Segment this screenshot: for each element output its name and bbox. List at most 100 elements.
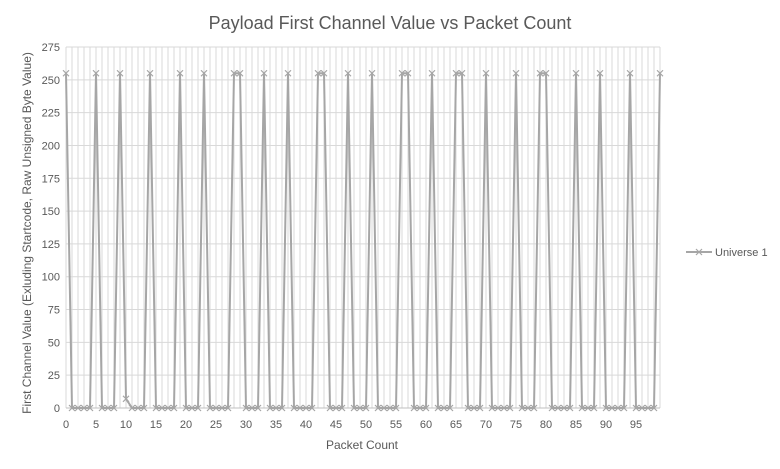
data-point-marker xyxy=(284,69,292,77)
marker-stroke xyxy=(80,404,88,412)
marker-stroke xyxy=(554,404,562,412)
data-point-marker xyxy=(596,69,604,77)
data-point-marker xyxy=(296,404,304,412)
data-point-marker xyxy=(116,69,124,77)
x-tick-label: 65 xyxy=(450,419,462,431)
data-point-marker xyxy=(494,404,502,412)
data-point-marker xyxy=(458,69,466,77)
marker-stroke xyxy=(548,404,556,412)
marker-stroke xyxy=(488,404,496,412)
data-point-marker xyxy=(338,404,346,412)
y-tick-label: 0 xyxy=(54,403,60,415)
data-point-marker xyxy=(314,69,322,77)
data-point-marker xyxy=(374,404,382,412)
data-point-marker xyxy=(464,404,472,412)
marker-stroke xyxy=(104,404,112,412)
data-point-marker xyxy=(530,404,538,412)
data-point-marker xyxy=(80,404,88,412)
marker-stroke xyxy=(140,404,148,412)
x-tick-label: 15 xyxy=(150,419,162,431)
marker-stroke xyxy=(464,404,472,412)
data-point-marker xyxy=(68,404,76,412)
data-point-marker xyxy=(578,404,586,412)
marker-stroke xyxy=(536,69,544,77)
data-point-marker xyxy=(278,404,286,412)
x-tick-label: 85 xyxy=(570,419,582,431)
x-axis-title: Packet Count xyxy=(326,438,399,452)
marker-stroke xyxy=(560,404,568,412)
data-point-marker xyxy=(266,404,274,412)
marker-stroke xyxy=(350,404,358,412)
x-tick-label: 70 xyxy=(480,419,492,431)
data-point-marker xyxy=(536,69,544,77)
marker-stroke xyxy=(542,69,550,77)
marker-stroke xyxy=(392,404,400,412)
x-tick-label: 30 xyxy=(240,419,252,431)
marker-stroke xyxy=(416,404,424,412)
marker-stroke xyxy=(440,404,448,412)
y-tick-label: 100 xyxy=(42,272,60,284)
marker-stroke xyxy=(92,69,100,77)
marker-stroke xyxy=(632,404,640,412)
marker-stroke xyxy=(494,404,502,412)
y-tick-label: 75 xyxy=(48,305,60,317)
data-point-marker xyxy=(380,404,388,412)
marker-stroke xyxy=(446,404,454,412)
marker-stroke xyxy=(596,69,604,77)
y-tick-label: 275 xyxy=(42,42,60,54)
data-point-marker xyxy=(350,404,358,412)
marker-stroke xyxy=(212,404,220,412)
marker-stroke xyxy=(380,404,388,412)
data-point-marker xyxy=(410,404,418,412)
x-tick-label: 25 xyxy=(210,419,222,431)
marker-stroke xyxy=(176,69,184,77)
x-tick-label: 35 xyxy=(270,419,282,431)
marker-stroke xyxy=(236,69,244,77)
x-tick-label: 5 xyxy=(93,419,99,431)
data-point-marker xyxy=(590,404,598,412)
marker-stroke xyxy=(620,404,628,412)
data-point-marker xyxy=(614,404,622,412)
data-point-marker xyxy=(362,404,370,412)
y-tick-label: 250 xyxy=(42,75,60,87)
chart-title: Payload First Channel Value vs Packet Co… xyxy=(209,13,572,33)
marker-stroke xyxy=(248,404,256,412)
x-tick-label: 95 xyxy=(630,419,642,431)
marker-stroke xyxy=(266,404,274,412)
data-point-marker xyxy=(638,404,646,412)
data-point-marker xyxy=(524,404,532,412)
legend-label: Universe 1 xyxy=(715,247,768,259)
data-point-marker xyxy=(92,69,100,77)
x-tick-label: 90 xyxy=(600,419,612,431)
gridlines xyxy=(65,46,661,409)
marker-stroke xyxy=(194,404,202,412)
marker-stroke xyxy=(614,404,622,412)
data-point-marker xyxy=(560,404,568,412)
data-point-marker xyxy=(386,404,394,412)
data-point-marker xyxy=(86,404,94,412)
data-point-marker xyxy=(512,69,520,77)
x-tick-label: 80 xyxy=(540,419,552,431)
data-point-marker xyxy=(368,69,376,77)
data-point-marker xyxy=(332,404,340,412)
marker-stroke xyxy=(362,404,370,412)
marker-stroke xyxy=(272,404,280,412)
marker-stroke xyxy=(386,404,394,412)
data-point-marker xyxy=(422,404,430,412)
data-point-marker xyxy=(206,404,214,412)
marker-stroke xyxy=(278,404,286,412)
marker-stroke xyxy=(602,404,610,412)
data-point-marker xyxy=(356,404,364,412)
data-point-marker xyxy=(542,69,550,77)
data-point-marker xyxy=(146,69,154,77)
y-tick-label: 200 xyxy=(42,140,60,152)
x-tick-label: 0 xyxy=(63,419,69,431)
marker-stroke xyxy=(182,404,190,412)
marker-stroke xyxy=(164,404,172,412)
marker-stroke xyxy=(296,404,304,412)
data-point-marker xyxy=(62,69,70,77)
y-tick-label: 150 xyxy=(42,206,60,218)
data-point-marker xyxy=(500,404,508,412)
marker-stroke xyxy=(290,404,298,412)
